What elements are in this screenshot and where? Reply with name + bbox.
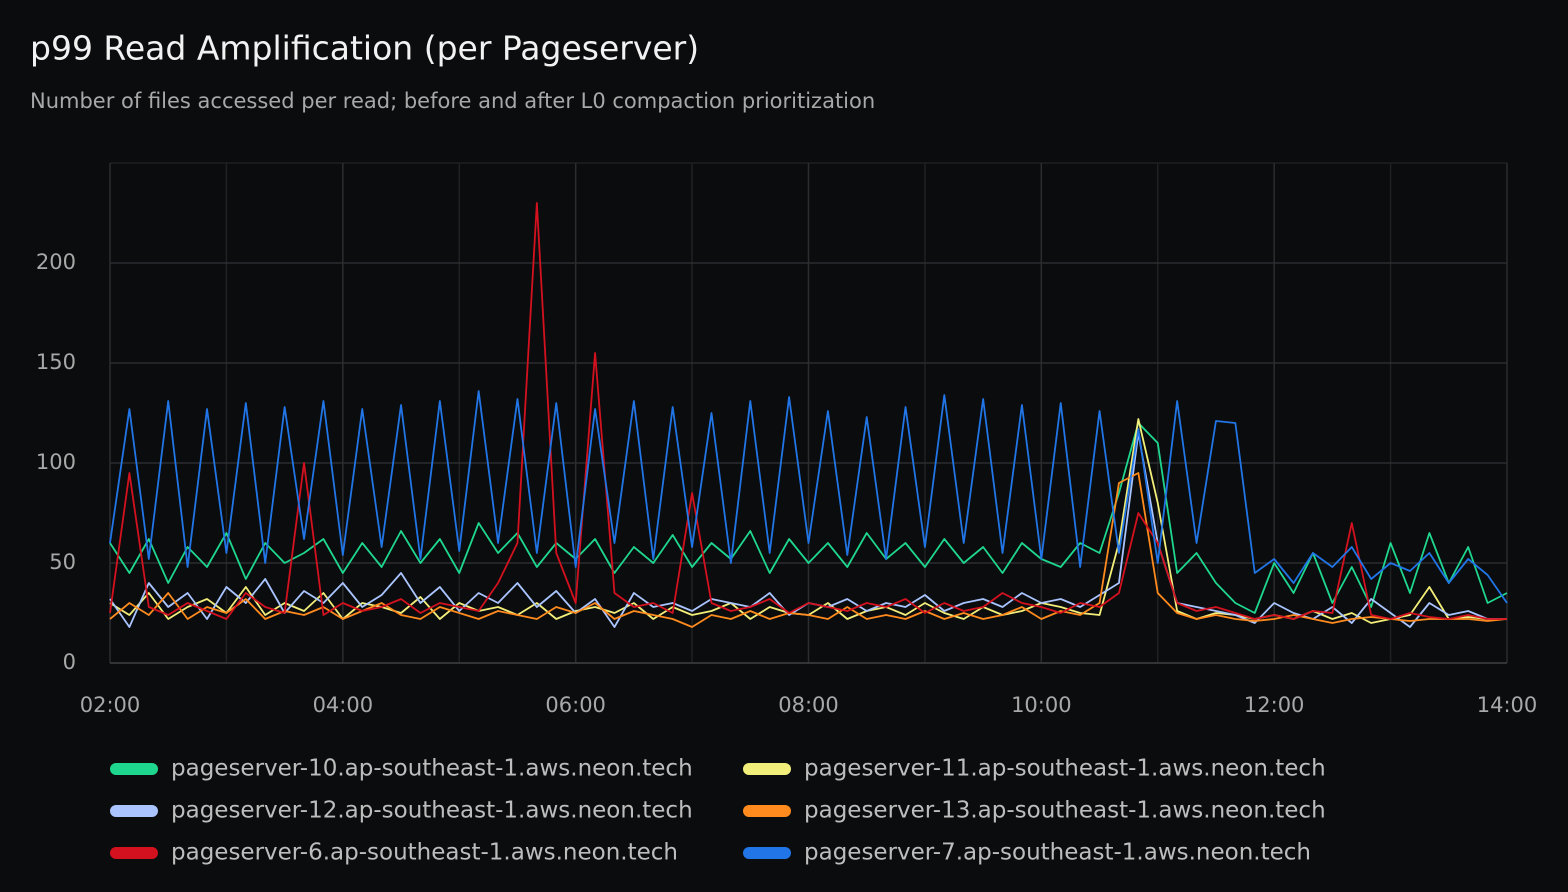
legend-swatch	[110, 763, 158, 775]
series-line	[109, 390, 1508, 604]
legend-label: pageserver-7.ap-southeast-1.aws.neon.tec…	[804, 840, 1311, 866]
x-tick-label: 04:00	[313, 693, 374, 717]
legend-swatch	[110, 847, 158, 859]
x-tick-label: 14:00	[1477, 693, 1538, 717]
legend-swatch	[743, 763, 791, 775]
chart-title: p99 Read Amplification (per Pageserver)	[30, 29, 699, 68]
legend-swatch	[110, 805, 158, 817]
legend-swatch	[743, 805, 791, 817]
y-tick-label: 100	[36, 450, 76, 474]
y-tick-label: 0	[63, 650, 76, 674]
y-tick-label: 150	[36, 350, 76, 374]
x-tick-label: 10:00	[1011, 693, 1072, 717]
y-tick-label: 50	[49, 550, 76, 574]
legend-label: pageserver-6.ap-southeast-1.aws.neon.tec…	[171, 840, 678, 866]
chart-subtitle: Number of files accessed per read; befor…	[30, 89, 875, 113]
series-line	[109, 202, 1507, 620]
legend-label: pageserver-11.ap-southeast-1.aws.neon.te…	[804, 756, 1326, 782]
x-tick-label: 02:00	[80, 693, 141, 717]
x-tick-label: 12:00	[1244, 693, 1305, 717]
legend-label: pageserver-12.ap-southeast-1.aws.neon.te…	[171, 798, 693, 824]
series-line	[109, 422, 1508, 614]
legend-label: pageserver-10.ap-southeast-1.aws.neon.te…	[171, 756, 693, 782]
y-tick-label: 200	[36, 250, 76, 274]
x-tick-label: 08:00	[778, 693, 839, 717]
series-line	[109, 472, 1508, 628]
x-tick-label: 06:00	[545, 693, 606, 717]
legend-swatch	[743, 847, 791, 859]
legend-label: pageserver-13.ap-southeast-1.aws.neon.te…	[804, 798, 1326, 824]
